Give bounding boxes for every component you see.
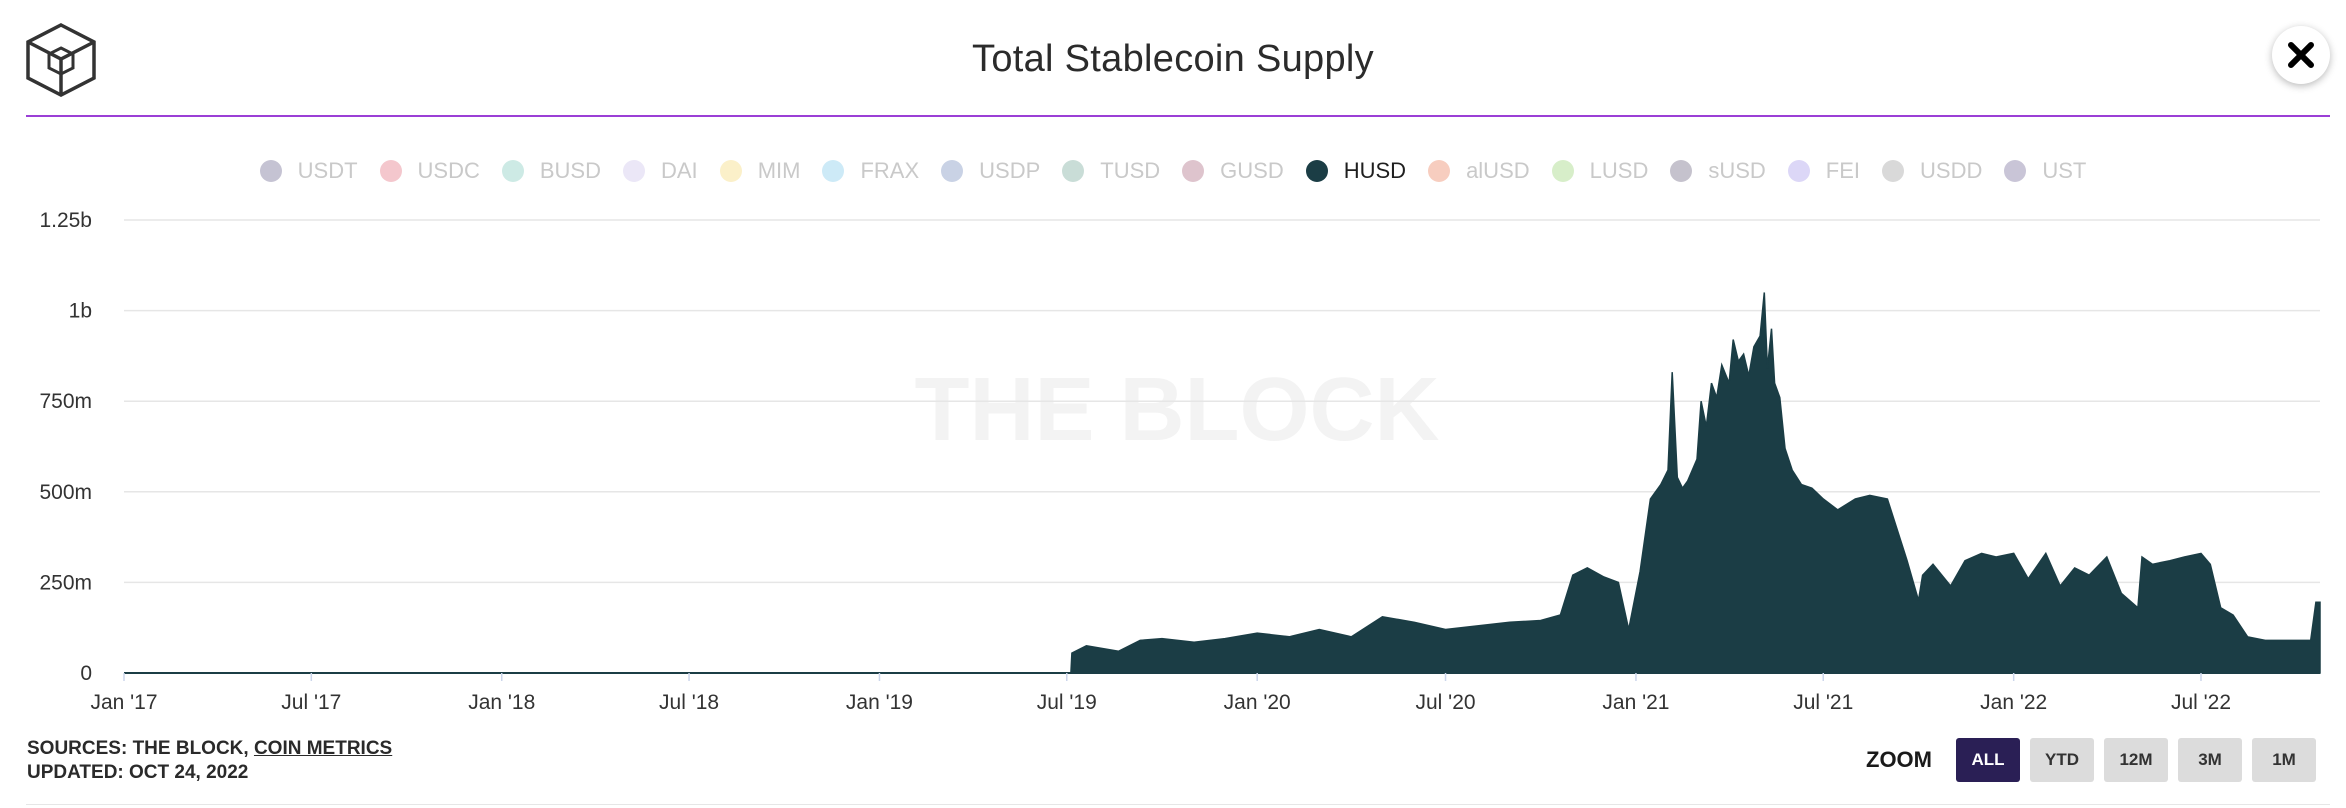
legend-dot-icon xyxy=(719,160,742,182)
legend-item-gusd[interactable]: GUSD xyxy=(1182,158,1284,184)
legend-item-busd[interactable]: BUSD xyxy=(501,158,601,184)
y-tick-label: 750m xyxy=(39,390,92,413)
x-tick-label: Jan '22 xyxy=(1980,691,2047,714)
y-tick-label: 250m xyxy=(39,571,92,594)
x-tick-label: Jul '22 xyxy=(2171,691,2231,714)
legend-dot-icon xyxy=(1670,160,1693,182)
legend-item-frax[interactable]: FRAX xyxy=(822,158,919,184)
zoom-button-ytd[interactable]: YTD xyxy=(2030,738,2094,782)
legend-label: USDP xyxy=(979,158,1041,183)
updated-date: UPDATED: OCT 24, 2022 xyxy=(27,762,249,783)
legend-dot-icon xyxy=(822,160,845,182)
x-tick-label: Jan '21 xyxy=(1602,691,1669,714)
legend-item-usdp[interactable]: USDP xyxy=(941,158,1040,184)
legend-item-tusd[interactable]: TUSD xyxy=(1062,158,1160,184)
legend-dot-icon xyxy=(1182,160,1205,182)
legend-dot-icon xyxy=(623,160,645,182)
zoom-button-3m[interactable]: 3M xyxy=(2178,738,2242,782)
legend-label: BUSD xyxy=(539,158,601,183)
legend-dot-icon xyxy=(1787,160,1810,182)
legend-dot-icon xyxy=(1551,160,1574,182)
legend-label: TUSD xyxy=(1100,158,1161,183)
chart-legend: USDT USDC BUSD DAI MIM FRAX USDP TUSD GUSD HUSD al… xyxy=(0,158,2346,184)
legend-item-lusd[interactable]: LUSD xyxy=(1551,158,1649,184)
legend-dot-icon xyxy=(501,160,524,182)
y-tick-label: 1b xyxy=(69,300,92,323)
zoom-label: ZOOM xyxy=(1866,747,1932,772)
series-area-husd[interactable] xyxy=(124,292,2321,674)
legend-item-mim[interactable]: MIM xyxy=(719,158,801,184)
y-tick-label: 1.25b xyxy=(39,209,92,232)
legend-dot-icon xyxy=(1062,160,1085,182)
x-tick-label: Jul '19 xyxy=(1037,691,1097,714)
zoom-button-12m[interactable]: 12M xyxy=(2104,738,2168,782)
x-tick-label: Jul '21 xyxy=(1793,691,1853,714)
the-block-logo-icon xyxy=(26,23,96,97)
legend-item-usdd[interactable]: USDD xyxy=(1882,158,1982,184)
legend-label: alUSD xyxy=(1466,158,1530,183)
sources-footer: SOURCES: THE BLOCK, COIN METRICS UPDATED… xyxy=(27,737,392,785)
legend-dot-icon xyxy=(2004,160,2027,182)
x-tick-label: Jan '19 xyxy=(846,691,913,714)
legend-item-usdc[interactable]: USDC xyxy=(379,158,480,184)
x-tick-label: Jan '18 xyxy=(468,691,535,714)
legend-label: LUSD xyxy=(1589,158,1649,183)
x-tick-label: Jul '17 xyxy=(281,691,341,714)
legend-item-ust[interactable]: UST xyxy=(2004,158,2086,184)
bottom-divider xyxy=(26,804,2330,805)
legend-dot-icon xyxy=(941,160,964,182)
coin-metrics-link[interactable]: COIN METRICS xyxy=(253,738,393,759)
legend-label: UST xyxy=(2042,158,2087,183)
y-tick-label: 500m xyxy=(39,481,92,504)
legend-item-husd[interactable]: HUSD xyxy=(1305,158,1407,184)
sources-text: SOURCES: THE BLOCK, xyxy=(27,738,254,759)
legend-label: DAI xyxy=(661,158,698,183)
legend-label: FRAX xyxy=(860,158,920,183)
legend-dot-icon xyxy=(1305,160,1328,182)
legend-label: MIM xyxy=(757,158,801,183)
chart-title: Total Stablecoin Supply xyxy=(972,38,1374,80)
legend-item-usdt[interactable]: USDT xyxy=(259,158,358,184)
title-divider xyxy=(26,115,2330,117)
chart-plot-area: THE BLOCK 0 250m 500m 750m 1b 1.25b Jan '17 Jul… xyxy=(39,209,2321,714)
legend-label: GUSD xyxy=(1220,158,1284,183)
legend-item-fei[interactable]: FEI xyxy=(1787,158,1861,184)
legend-label: USDC xyxy=(417,158,480,183)
legend-label: USDT xyxy=(297,158,358,183)
y-tick-label: 0 xyxy=(80,662,92,685)
legend-dot-icon xyxy=(259,160,282,182)
watermark: THE BLOCK xyxy=(915,360,1440,460)
legend-label: USDD xyxy=(1920,158,1983,183)
legend-item-dai[interactable]: DAI xyxy=(623,158,698,184)
legend-label: HUSD xyxy=(1343,158,1407,183)
legend-dot-icon xyxy=(1428,160,1451,182)
close-icon xyxy=(2288,42,2314,68)
legend-item-susd[interactable]: sUSD xyxy=(1670,158,1766,184)
legend-label: sUSD xyxy=(1708,158,1766,183)
legend-label: FEI xyxy=(1825,158,1861,183)
legend-dot-icon xyxy=(379,160,402,182)
legend-item-alusd[interactable]: alUSD xyxy=(1428,158,1530,184)
zoom-button-all[interactable]: ALL xyxy=(1956,738,2020,782)
zoom-button-1m[interactable]: 1M xyxy=(2252,738,2316,782)
x-tick-label: Jul '20 xyxy=(1416,691,1476,714)
x-tick-label: Jan '20 xyxy=(1224,691,1291,714)
x-tick-label: Jul '18 xyxy=(659,691,719,714)
legend-dot-icon xyxy=(1882,160,1905,182)
zoom-controls: ZOOM ALL YTD 12M 3M 1M xyxy=(1866,738,2316,782)
x-tick-label: Jan '17 xyxy=(90,691,157,714)
close-button[interactable] xyxy=(2272,26,2330,84)
